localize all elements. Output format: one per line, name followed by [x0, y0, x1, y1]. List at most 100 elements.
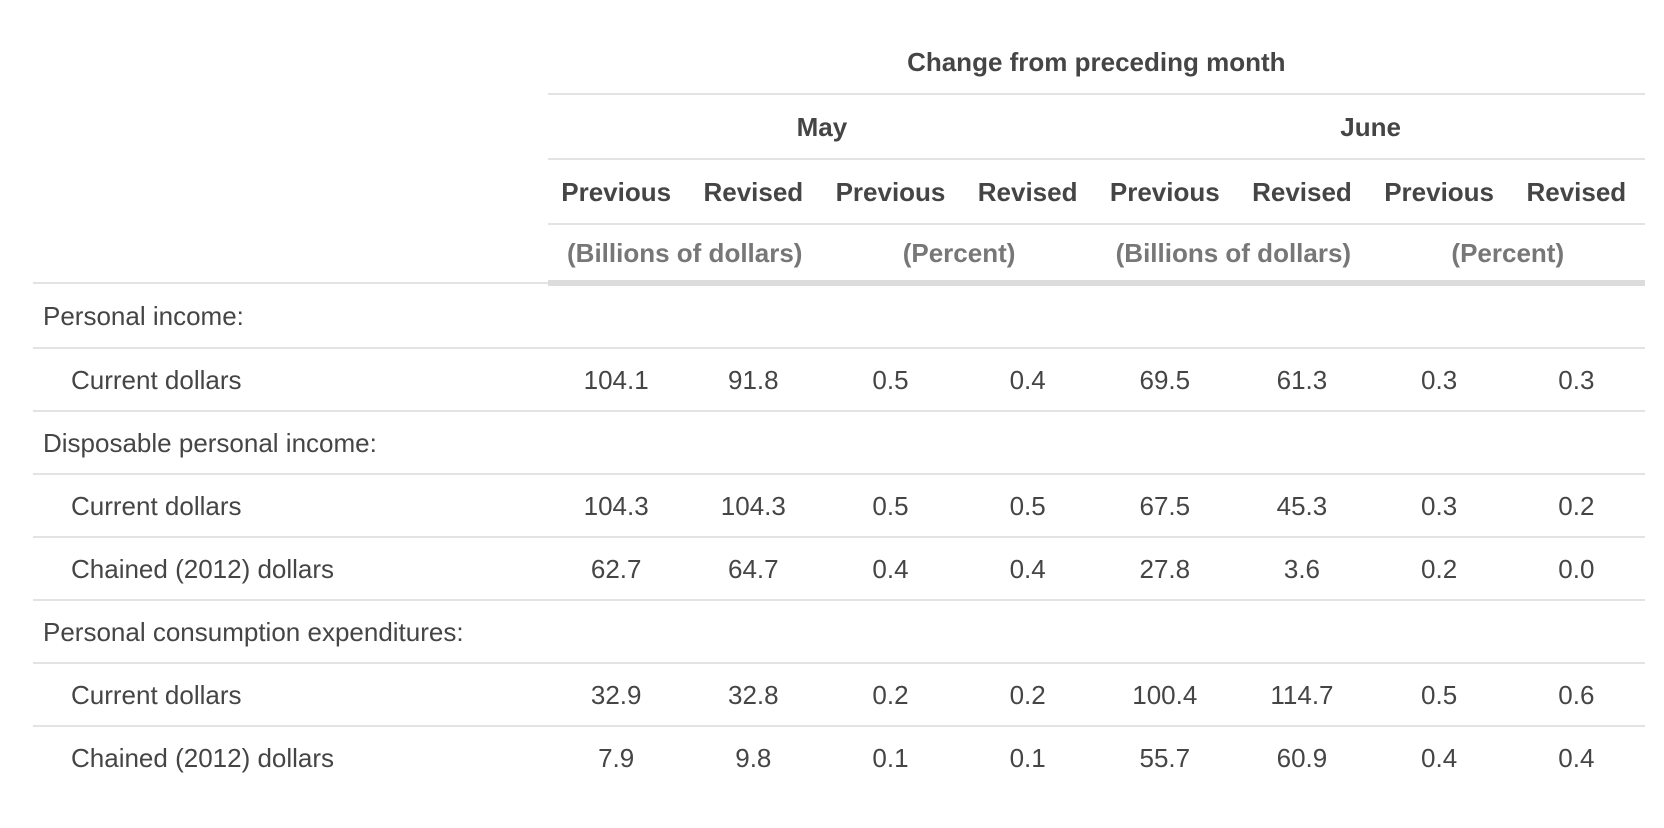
- empty-cell: [959, 411, 1097, 475]
- table-row: Current dollars 104.1 91.8 0.5 0.4 69.5 61.3 0.…: [33, 348, 1645, 412]
- kind-header: Previous: [821, 159, 960, 225]
- value-cell: 32.9: [547, 663, 685, 727]
- value-cell: 0.3: [1370, 474, 1508, 538]
- value-cell: 0.3: [1507, 348, 1645, 412]
- table-row: Chained (2012) dollars 62.7 64.7 0.4 0.4 27.8…: [33, 537, 1645, 601]
- section-row: Personal consumption expenditures:: [33, 600, 1645, 664]
- empty-cell: [547, 411, 685, 475]
- value-cell: 0.1: [1009, 742, 1046, 773]
- value-cell: 0.5: [821, 348, 960, 412]
- kind-header: Revised: [1507, 159, 1645, 225]
- empty-cell: [1507, 600, 1645, 664]
- row-label: Current dollars: [33, 348, 548, 412]
- value-cell: 27.8: [1096, 537, 1234, 601]
- empty-cell: [821, 283, 960, 349]
- value-cell: 114.7: [1233, 663, 1371, 727]
- empty-cell: [821, 411, 960, 475]
- value-cell: 0.6: [1507, 663, 1645, 727]
- value-cell: 69.5: [1096, 348, 1234, 412]
- empty-cell: [1096, 411, 1234, 475]
- section-row: Disposable personal income:: [33, 411, 1645, 475]
- header-blank-cell: [33, 159, 548, 224]
- empty-cell: [1233, 283, 1371, 349]
- kind-header: Previous: [547, 159, 685, 225]
- value-cell: 91.8: [684, 348, 822, 412]
- section-label: Personal income:: [33, 283, 548, 349]
- table-body: Personal income: Current dollars 104.1 91.8…: [33, 283, 1645, 788]
- section-label: Personal consumption expenditures:: [33, 600, 548, 664]
- value-cell: 3.6: [1233, 537, 1371, 601]
- unit-header: (Percent): [821, 224, 1097, 286]
- empty-cell: [1233, 411, 1371, 475]
- empty-cell: [1096, 283, 1234, 349]
- value-cell: 62.7: [547, 537, 685, 601]
- unit-header: (Percent): [1370, 224, 1645, 286]
- row-label: Chained (2012) dollars: [33, 537, 548, 601]
- empty-cell: [821, 600, 960, 664]
- value-cell: 104.1: [547, 348, 685, 412]
- group-header: Change from preceding month: [547, 30, 1645, 95]
- value-cell: 0.3: [1370, 348, 1508, 412]
- value-cell: 0.5: [1370, 663, 1508, 727]
- month-header-may: May: [547, 94, 1097, 160]
- unit-header: (Billions of dollars): [1096, 224, 1371, 286]
- empty-cell: [1507, 411, 1645, 475]
- empty-cell: [1096, 600, 1234, 664]
- value-cell: 0.4: [1421, 742, 1458, 773]
- section-row: Personal income:: [33, 283, 1645, 349]
- value-cell: 9.8: [735, 742, 772, 773]
- value-cell: 61.3: [1233, 348, 1371, 412]
- value-cell: 0.2: [959, 663, 1097, 727]
- header-blank-cell: [33, 30, 548, 94]
- value-cell: 7.9: [598, 742, 635, 773]
- empty-cell: [1370, 411, 1508, 475]
- value-cell: 0.4: [959, 348, 1097, 412]
- empty-cell: [1233, 600, 1371, 664]
- header-blank-cell: [33, 224, 548, 284]
- value-cell: 55.7: [1139, 742, 1191, 773]
- empty-cell: [547, 600, 685, 664]
- empty-cell: [684, 600, 822, 664]
- value-cell: 0.4: [1558, 742, 1595, 773]
- revisions-table: Change from preceding month May June Pre…: [33, 30, 1645, 788]
- kind-header: Revised: [959, 159, 1097, 225]
- value-cell: 0.2: [1507, 474, 1645, 538]
- value-cell: 60.9: [1276, 742, 1328, 773]
- empty-cell: [959, 600, 1097, 664]
- month-header-june: June: [1096, 94, 1645, 160]
- empty-cell: [959, 283, 1097, 349]
- row-label: Current dollars: [33, 474, 548, 538]
- value-cell: 104.3: [547, 474, 685, 538]
- empty-cell: [684, 283, 822, 349]
- section-label: Disposable personal income:: [33, 411, 548, 475]
- value-cell: 0.4: [959, 537, 1097, 601]
- value-cell: 0.0: [1507, 537, 1645, 601]
- value-cell: 32.8: [684, 663, 822, 727]
- row-label: Chained (2012) dollars: [71, 742, 335, 773]
- kind-header: Revised: [1233, 159, 1371, 225]
- value-cell: 0.1: [872, 742, 909, 773]
- value-cell: 104.3: [684, 474, 822, 538]
- empty-cell: [547, 283, 685, 349]
- header-blank-cell: [33, 94, 548, 159]
- value-cell: 45.3: [1233, 474, 1371, 538]
- kind-header: Previous: [1096, 159, 1234, 225]
- value-cell: 67.5: [1096, 474, 1234, 538]
- value-cell: 64.7: [684, 537, 822, 601]
- value-cell: 100.4: [1096, 663, 1234, 727]
- kind-header: Revised: [684, 159, 822, 225]
- empty-cell: [1370, 600, 1508, 664]
- unit-header: (Billions of dollars): [547, 224, 822, 286]
- table-row: Current dollars 104.3 104.3 0.5 0.5 67.5 45.3 0…: [33, 474, 1645, 538]
- value-cell: 0.4: [821, 537, 960, 601]
- value-cell: 0.5: [821, 474, 960, 538]
- row-label: Current dollars: [33, 663, 548, 727]
- value-cell: 0.2: [821, 663, 960, 727]
- value-cell: 0.5: [959, 474, 1097, 538]
- table-row: Current dollars 32.9 32.8 0.2 0.2 100.4 114.7 0…: [33, 663, 1645, 727]
- value-cell: 0.2: [1370, 537, 1508, 601]
- kind-header: Previous: [1370, 159, 1508, 225]
- empty-cell: [1370, 283, 1508, 349]
- table-row: Chained (2012) dollars 7.9 9.8 0.1 0.1 55.7 60…: [33, 726, 1645, 788]
- empty-cell: [1507, 283, 1645, 349]
